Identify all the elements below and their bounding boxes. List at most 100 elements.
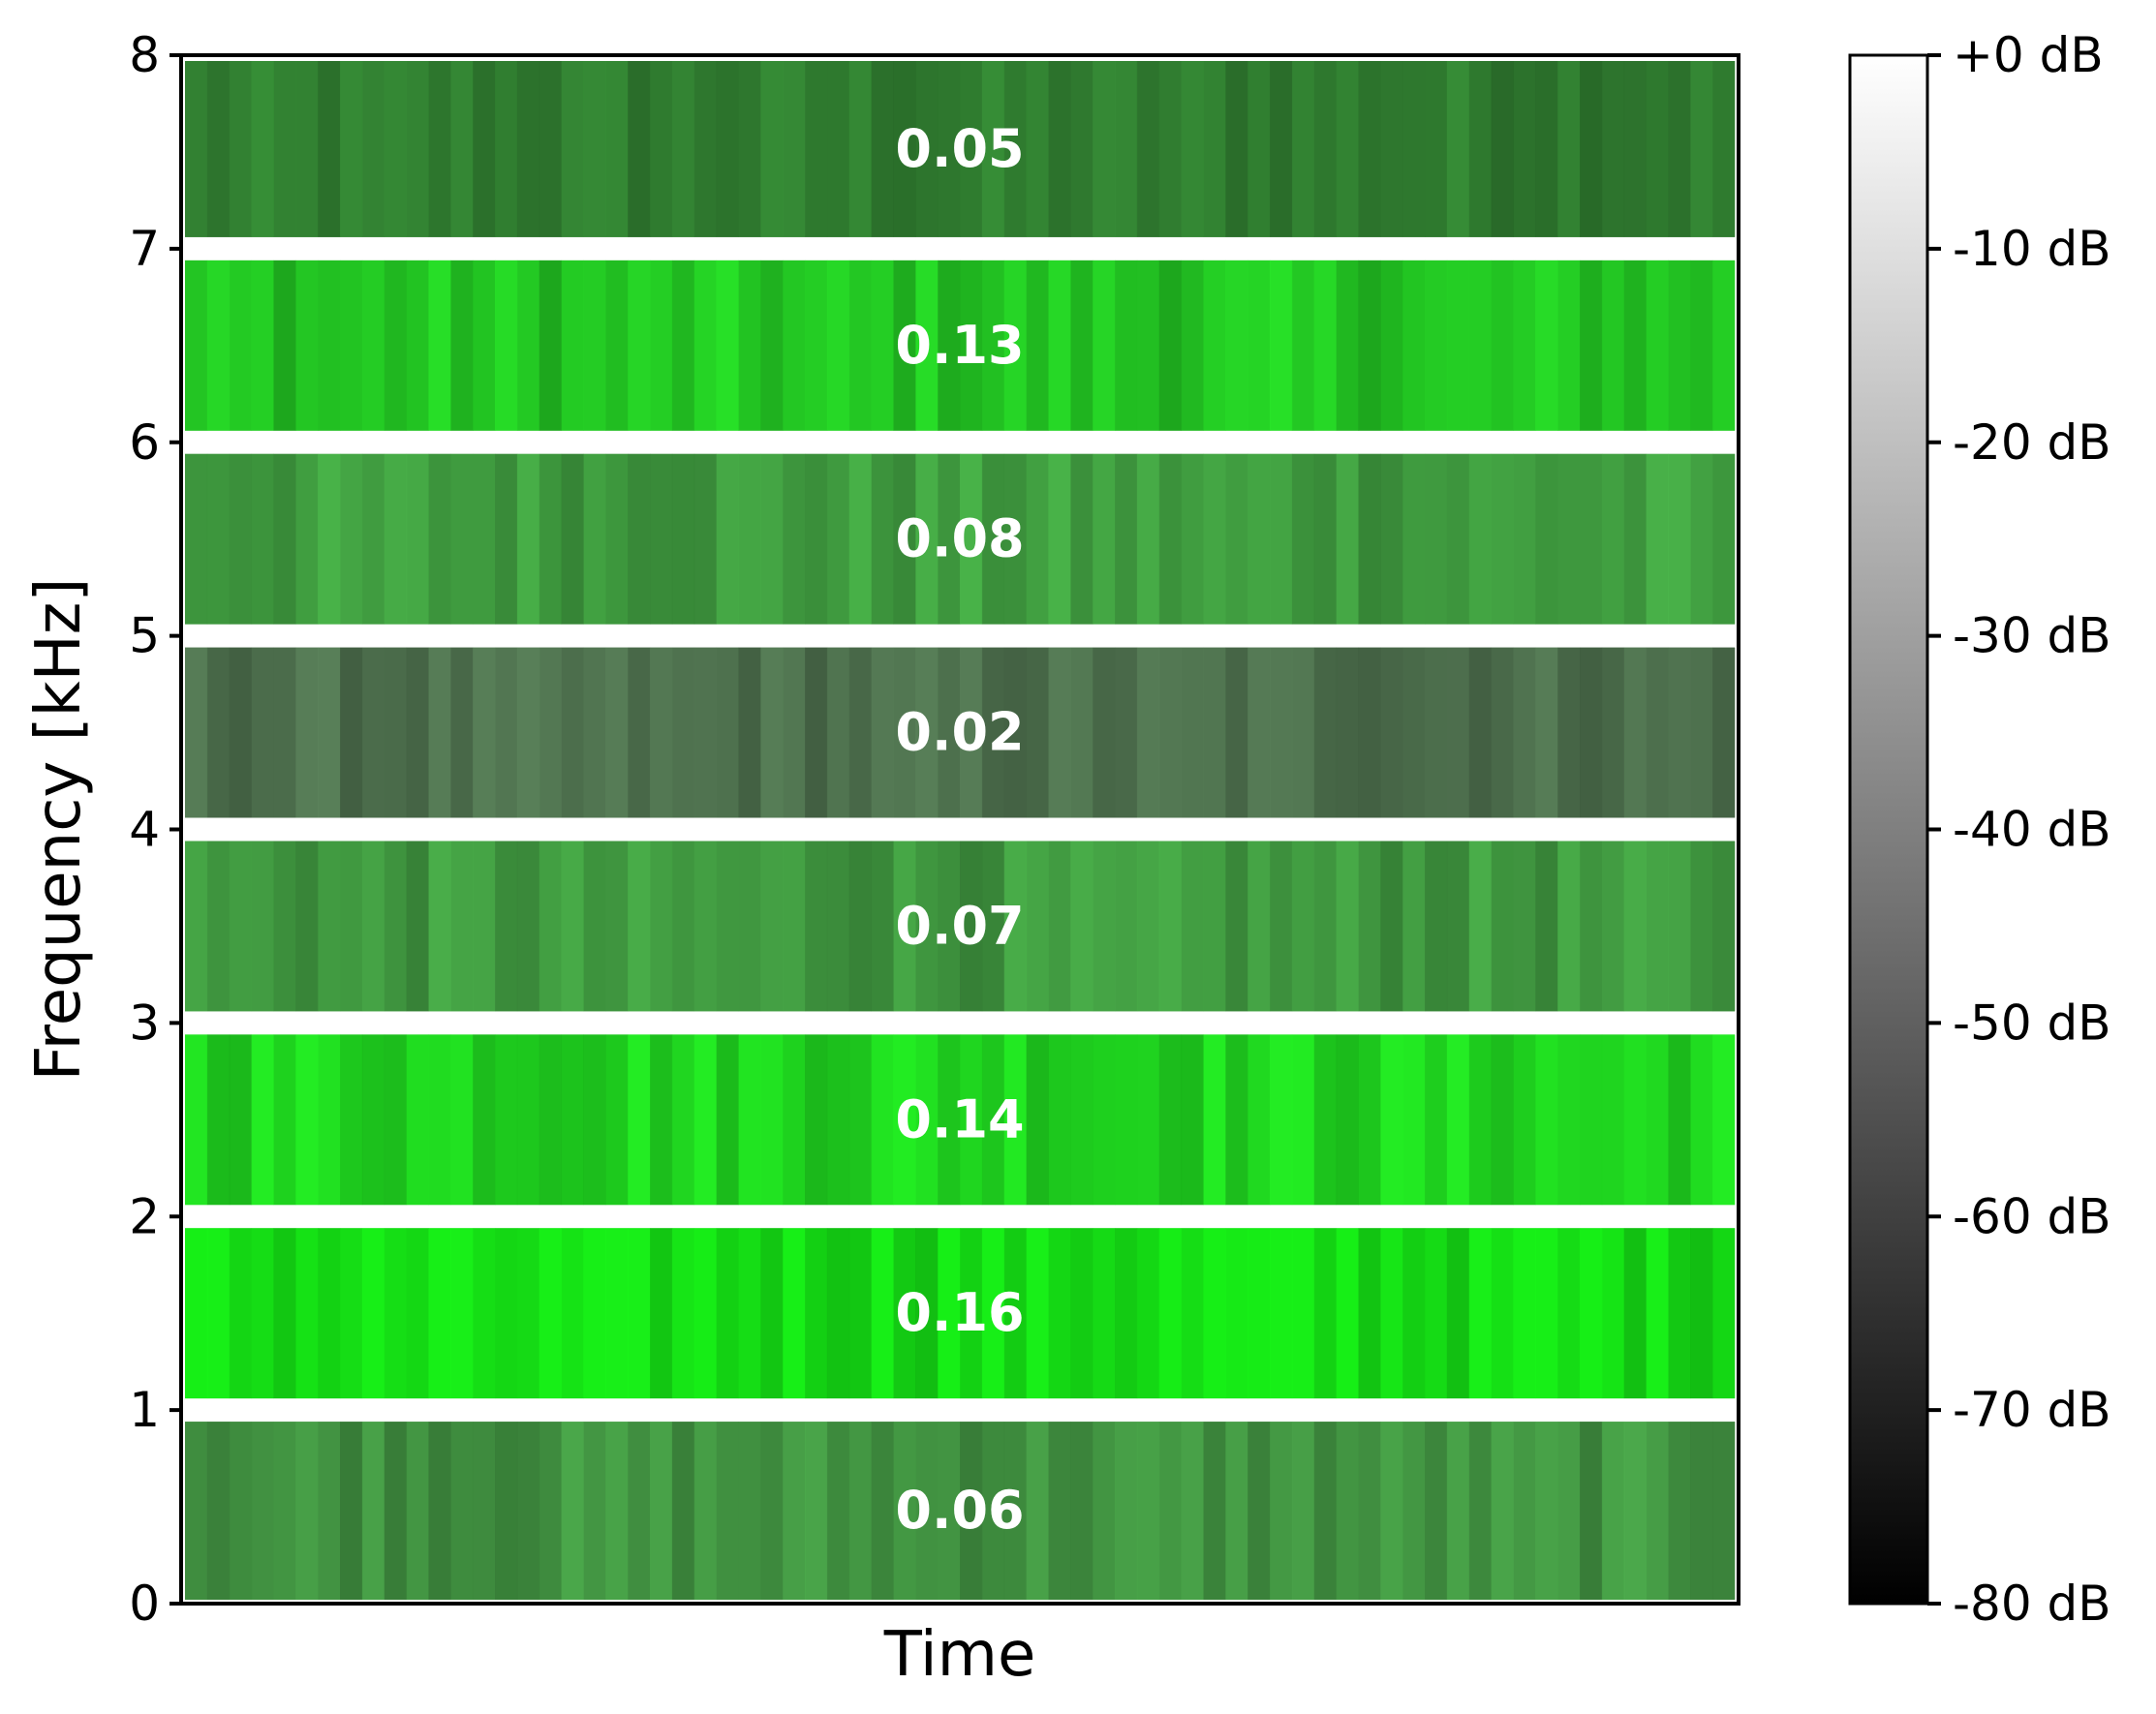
band-texture — [1313, 453, 1338, 625]
band-texture — [1026, 61, 1049, 237]
band-texture — [783, 61, 806, 237]
band-texture — [1690, 1422, 1713, 1600]
band-texture — [1048, 1228, 1071, 1399]
colorbar-tick-label: -70 dB — [1953, 1382, 2111, 1438]
band-texture — [1446, 453, 1470, 625]
band-texture — [206, 1228, 231, 1399]
band-texture — [1535, 1422, 1558, 1600]
band-texture — [1247, 841, 1271, 1012]
band-texture — [1203, 1228, 1226, 1399]
band-texture — [1048, 1034, 1071, 1206]
band-texture — [428, 647, 451, 818]
band-texture — [1203, 453, 1226, 625]
band-texture — [1601, 1422, 1625, 1600]
band-texture — [938, 647, 961, 818]
band-texture — [693, 841, 718, 1012]
band-texture — [1557, 1034, 1581, 1206]
band-texture — [340, 260, 363, 431]
band-texture — [693, 453, 718, 625]
band-texture — [915, 1422, 939, 1600]
band-texture — [1181, 260, 1204, 431]
band-texture — [539, 1034, 563, 1206]
band-texture — [1313, 647, 1338, 818]
band-texture — [384, 1034, 408, 1206]
band-texture — [473, 260, 496, 431]
band-texture — [1690, 841, 1713, 1012]
band-texture — [384, 260, 408, 431]
band-texture — [450, 841, 474, 1012]
band-texture — [1225, 1422, 1248, 1600]
band-texture — [1380, 1034, 1403, 1206]
band-texture — [826, 1228, 850, 1399]
band-texture — [185, 841, 208, 1012]
band-texture — [1690, 1034, 1713, 1206]
band-texture — [1380, 647, 1403, 818]
band-texture — [561, 260, 584, 431]
band-texture — [1402, 647, 1426, 818]
band-texture — [450, 260, 474, 431]
band-texture — [1070, 1422, 1093, 1600]
band-texture — [473, 647, 496, 818]
band-texture — [251, 841, 274, 1012]
band-texture — [893, 1422, 916, 1600]
band-texture — [1446, 260, 1470, 431]
band-texture — [1425, 647, 1448, 818]
band-texture — [1115, 1422, 1138, 1600]
band-texture — [561, 61, 584, 237]
band-texture — [1668, 61, 1691, 237]
band-texture — [1402, 260, 1426, 431]
band-texture — [561, 1422, 584, 1600]
band-texture — [450, 61, 474, 237]
band-texture — [1291, 260, 1315, 431]
band-texture — [760, 260, 784, 431]
band-texture — [318, 1422, 341, 1600]
band-texture — [251, 647, 274, 818]
band-texture — [340, 1034, 363, 1206]
band-texture — [516, 1034, 540, 1206]
band-texture — [561, 453, 584, 625]
band-texture — [229, 1228, 253, 1399]
band-texture — [1513, 841, 1536, 1012]
band-texture — [561, 1228, 584, 1399]
band-texture — [229, 260, 253, 431]
band-texture — [1557, 647, 1581, 818]
band-texture — [1158, 453, 1183, 625]
band-texture — [295, 260, 319, 431]
band-texture — [783, 1228, 806, 1399]
band-value-label: 0.07 — [895, 895, 1024, 956]
band-texture — [428, 260, 451, 431]
band-texture — [716, 260, 739, 431]
band-texture — [1712, 61, 1736, 237]
band-texture — [605, 61, 629, 237]
band-value-label: 0.02 — [895, 702, 1024, 763]
band-texture — [1380, 61, 1403, 237]
band-texture — [1093, 1422, 1116, 1600]
band-texture — [1003, 1422, 1028, 1600]
band-texture — [1026, 1422, 1049, 1600]
band-texture — [826, 647, 850, 818]
band-texture — [273, 1228, 296, 1399]
band-texture — [1402, 841, 1426, 1012]
band-texture — [1668, 841, 1691, 1012]
band-texture — [561, 841, 584, 1012]
band-texture — [1380, 841, 1403, 1012]
bands-layer: 0.05 0.13 0.08 0.02 0.07 0.14 0.16 0.06 — [185, 61, 1736, 1600]
band-texture — [1380, 1422, 1403, 1600]
y-tick-label: 5 — [129, 608, 160, 664]
band-texture — [628, 1422, 651, 1600]
band-texture — [406, 1228, 429, 1399]
band-texture — [1491, 841, 1514, 1012]
band-texture — [1203, 260, 1226, 431]
band-texture — [1003, 841, 1028, 1012]
band-texture — [561, 1034, 584, 1206]
band-texture — [1601, 61, 1625, 237]
band-texture — [583, 61, 606, 237]
band-texture — [716, 61, 739, 237]
band-texture — [206, 260, 231, 431]
band-texture — [1425, 260, 1448, 431]
band-texture — [1093, 453, 1116, 625]
band-texture — [1048, 1422, 1071, 1600]
band-texture — [1158, 61, 1183, 237]
band-texture — [229, 1034, 253, 1206]
band-texture — [1623, 841, 1648, 1012]
